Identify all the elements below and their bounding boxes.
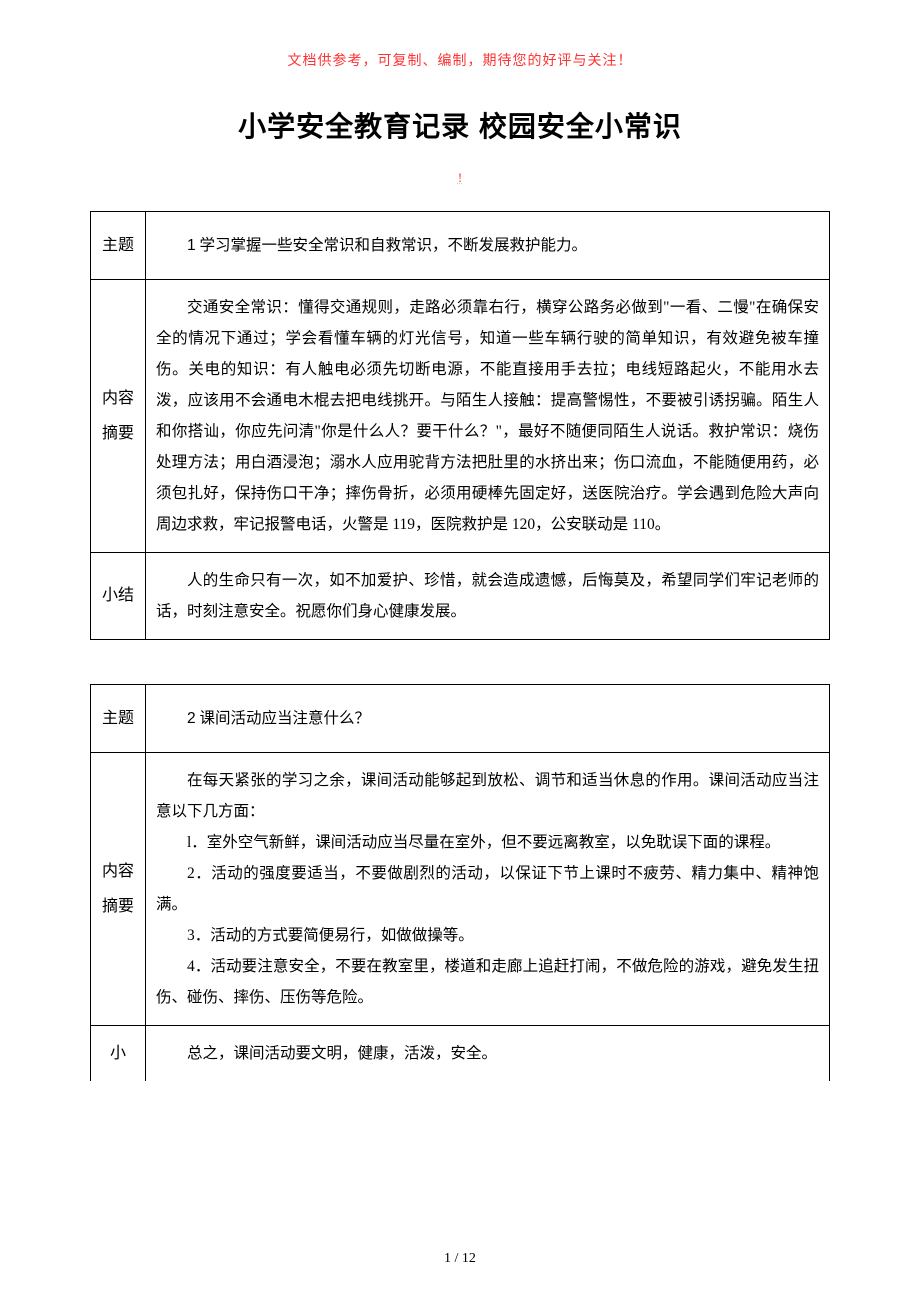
table-row: 内容摘要 在每天紧张的学习之余，课间活动能够起到放松、调节和适当休息的作用。课间… (91, 753, 830, 1026)
anchor-mark: ! (90, 170, 830, 186)
table-row: 主题 1 学习掌握一些安全常识和自救常识，不断发展救护能力。 (91, 212, 830, 280)
topic-content-cell: 1 学习掌握一些安全常识和自救常识，不断发展救护能力。 (146, 212, 830, 280)
topic-label: 主题 (102, 228, 134, 263)
table-row: 小结 人的生命只有一次，如不加爱护、珍惜，就会造成遗憾，后悔莫及，希望同学们牢记… (91, 553, 830, 640)
topic-label: 主题 (102, 701, 134, 736)
topic-text-wrapper: 1 学习掌握一些安全常识和自救常识，不断发展救护能力。 (156, 230, 819, 261)
section-2-table: 主题 2 课间活动应当注意什么？ 内容摘要 在每天紧张的学习之余，课间活动能够起… (90, 684, 830, 1081)
summary-text: 人的生命只有一次，如不加爱护、珍惜，就会造成遗憾，后悔莫及，希望同学们牢记老师的… (156, 565, 819, 627)
body-content-cell: 在每天紧张的学习之余，课间活动能够起到放松、调节和适当休息的作用。课间活动应当注… (146, 753, 830, 1026)
header-note: 文档供参考，可复制、编制，期待您的好评与关注！ (90, 50, 830, 70)
body-content-cell: 交通安全常识：懂得交通规则，走路必须靠右行，横穿公路务必做到"一看、二慢"在确保… (146, 280, 830, 553)
topic-number: 1 (187, 237, 196, 254)
body-item-4: 4．活动要注意安全，不要在教室里，楼道和走廊上追赶打闹，不做危险的游戏，避免发生… (156, 951, 819, 1013)
summary-label-partial: 小 (110, 1036, 126, 1071)
summary-label-cell: 小结 (91, 553, 146, 640)
topic-label-cell: 主题 (91, 212, 146, 280)
content-label: 内容摘要 (95, 381, 141, 451)
content-label-cell: 内容摘要 (91, 280, 146, 553)
body-item-2: 2．活动的强度要适当，不要做剧烈的活动，以保证下节上课时不疲劳、精力集中、精神饱… (156, 858, 819, 920)
page-title: 小学安全教育记录 校园安全小常识 (90, 105, 830, 145)
section-1-table: 主题 1 学习掌握一些安全常识和自救常识，不断发展救护能力。 内容摘要 交通安全… (90, 211, 830, 640)
summary-label-cell-partial: 小 (91, 1026, 146, 1082)
section-divider (90, 660, 830, 674)
topic-text-wrapper: 2 课间活动应当注意什么？ (156, 703, 819, 734)
body-item-3: 3．活动的方式要简便易行，如做做操等。 (156, 920, 819, 951)
content-label-cell: 内容摘要 (91, 753, 146, 1026)
page-footer: 1 / 12 (0, 1251, 920, 1267)
summary-label: 小结 (102, 578, 134, 613)
topic-text: 学习掌握一些安全常识和自救常识，不断发展救护能力。 (196, 237, 587, 254)
topic-label-cell: 主题 (91, 685, 146, 753)
summary-text: 总之，课间活动要文明，健康，活泼，安全。 (156, 1038, 819, 1069)
content-label: 内容摘要 (95, 854, 141, 924)
body-intro: 在每天紧张的学习之余，课间活动能够起到放松、调节和适当休息的作用。课间活动应当注… (156, 765, 819, 827)
topic-number: 2 (187, 710, 196, 727)
table-row: 小 总之，课间活动要文明，健康，活泼，安全。 (91, 1026, 830, 1082)
topic-text: 课间活动应当注意什么？ (196, 710, 370, 727)
summary-content-cell: 人的生命只有一次，如不加爱护、珍惜，就会造成遗憾，后悔莫及，希望同学们牢记老师的… (146, 553, 830, 640)
table-row: 主题 2 课间活动应当注意什么？ (91, 685, 830, 753)
topic-content-cell: 2 课间活动应当注意什么？ (146, 685, 830, 753)
body-item-1: l．室外空气新鲜，课间活动应当尽量在室外，但不要远离教室，以免耽误下面的课程。 (156, 827, 819, 858)
body-text: 交通安全常识：懂得交通规则，走路必须靠右行，横穿公路务必做到"一看、二慢"在确保… (156, 292, 819, 540)
table-row: 内容摘要 交通安全常识：懂得交通规则，走路必须靠右行，横穿公路务必做到"一看、二… (91, 280, 830, 553)
summary-content-cell: 总之，课间活动要文明，健康，活泼，安全。 (146, 1026, 830, 1082)
